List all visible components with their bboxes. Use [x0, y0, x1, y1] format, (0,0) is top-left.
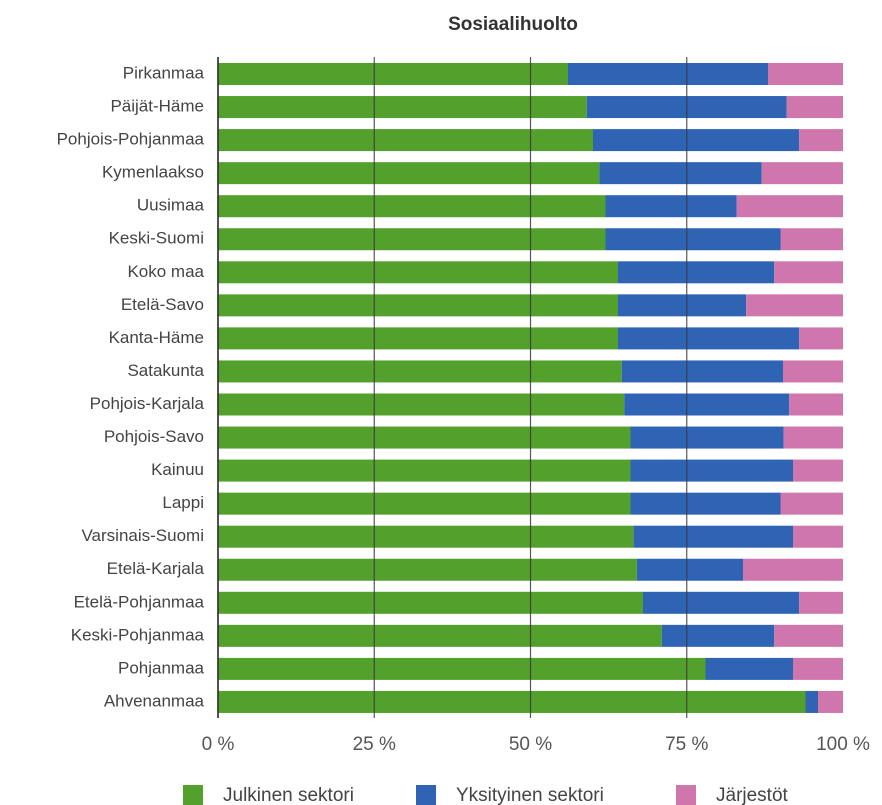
x-tick-label: 75 % — [665, 734, 708, 755]
bar-segment — [624, 393, 790, 416]
bar-segment — [736, 195, 843, 218]
bar-segment — [621, 360, 783, 383]
bar-segment — [793, 459, 843, 482]
bar-segment — [218, 624, 662, 647]
y-tick-label: Pirkanmaa — [123, 63, 205, 82]
bar-segment — [783, 426, 843, 449]
bar-segment — [799, 327, 843, 350]
bar-segment — [633, 525, 793, 548]
bar-segment — [643, 591, 800, 614]
bar-segment — [618, 294, 747, 317]
bar-segment — [746, 294, 843, 317]
y-tick-label: Koko maa — [127, 262, 204, 281]
x-tick-label: 50 % — [509, 734, 552, 755]
bar-segment — [774, 261, 843, 284]
bar-segment — [218, 558, 637, 581]
y-tick-label: Kanta-Häme — [109, 328, 204, 347]
y-tick-label: Pohjois-Pohjanmaa — [57, 130, 205, 149]
legend-swatch — [416, 785, 436, 805]
x-tick-label: 0 % — [202, 734, 235, 755]
y-tick-label: Ahvenanmaa — [104, 691, 205, 710]
bar-segment — [218, 360, 622, 383]
bar-segment — [218, 261, 618, 284]
bar-segment — [218, 96, 587, 119]
bar-segment — [218, 525, 634, 548]
y-tick-label: Kainuu — [151, 460, 204, 479]
bar-segment — [793, 525, 843, 548]
bar-segment — [780, 228, 843, 251]
chart-title: Sosiaalihuolto — [448, 14, 578, 35]
legend-label: Yksityinen sektori — [456, 785, 604, 805]
legend-swatch — [183, 785, 203, 805]
legend-swatch — [676, 785, 696, 805]
legend-label: Järjestöt — [716, 785, 789, 805]
bar-segment — [218, 63, 568, 85]
bar-segment — [218, 294, 618, 317]
bar-segment — [743, 558, 843, 581]
bar-segment — [218, 195, 606, 218]
bar-segment — [630, 492, 781, 515]
bar-segment — [599, 162, 762, 185]
bar-segment — [783, 360, 843, 383]
x-tick-label: 25 % — [353, 734, 396, 755]
bar-segment — [605, 228, 781, 251]
bar-segment — [661, 624, 775, 647]
y-tick-label: Satakunta — [127, 361, 204, 380]
bar-segment — [799, 129, 843, 152]
bar-segment — [636, 558, 743, 581]
y-tick-label: Etelä-Savo — [121, 295, 204, 314]
bar-segment — [705, 657, 793, 680]
bar-segment — [593, 129, 800, 152]
y-tick-label: Pohjanmaa — [118, 658, 205, 677]
bar-segment — [618, 327, 800, 350]
bar-segment — [218, 327, 618, 350]
bar-segment — [789, 393, 843, 416]
bar-segment — [568, 63, 768, 85]
y-tick-label: Kymenlaakso — [102, 163, 204, 182]
y-tick-label: Pohjois-Karjala — [90, 394, 205, 413]
y-tick-label: Lappi — [162, 493, 204, 512]
bar-segment — [630, 426, 784, 449]
y-tick-label: Pohjois-Savo — [104, 427, 204, 446]
bar-segment — [218, 393, 625, 416]
bar-segment — [218, 162, 600, 185]
bar-segment — [786, 96, 843, 119]
y-tick-label: Uusimaa — [137, 196, 205, 215]
bar-segment — [793, 657, 843, 680]
y-tick-label: Keski-Pohjanmaa — [71, 625, 205, 644]
bar-segment — [780, 492, 843, 515]
bar-segment — [774, 624, 843, 647]
y-tick-label: Päijät-Häme — [110, 97, 204, 116]
bar-segment — [618, 261, 775, 284]
bar-segment — [218, 228, 606, 251]
bar-segment — [218, 459, 631, 482]
bar-segment — [218, 657, 706, 680]
y-tick-label: Etelä-Pohjanmaa — [74, 592, 205, 611]
bar-segment — [218, 690, 806, 713]
legend-label: Julkinen sektori — [223, 785, 354, 805]
bar-segment — [818, 690, 843, 713]
bar-segment — [218, 426, 631, 449]
y-tick-label: Keski-Suomi — [109, 229, 204, 248]
bar-segment — [630, 459, 793, 482]
bar-segment — [218, 591, 643, 614]
bar-segment — [761, 162, 843, 185]
y-tick-label: Varsinais-Suomi — [81, 526, 204, 545]
bar-segment — [605, 195, 737, 218]
bar-segment — [805, 690, 818, 713]
bar-segment — [799, 591, 843, 614]
bar-segment — [768, 63, 843, 85]
y-tick-label: Etelä-Karjala — [107, 559, 205, 578]
bar-segment — [218, 492, 631, 515]
bar-segment — [218, 129, 593, 152]
x-tick-label: 100 % — [816, 734, 870, 755]
